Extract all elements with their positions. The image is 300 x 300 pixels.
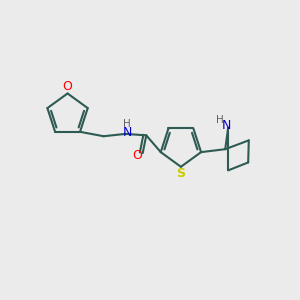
Text: O: O [132,149,142,163]
Text: H: H [216,115,224,125]
Text: H: H [123,118,131,129]
Text: S: S [176,167,185,180]
Text: O: O [63,80,73,94]
Text: N: N [222,119,231,132]
Text: N: N [122,126,132,139]
